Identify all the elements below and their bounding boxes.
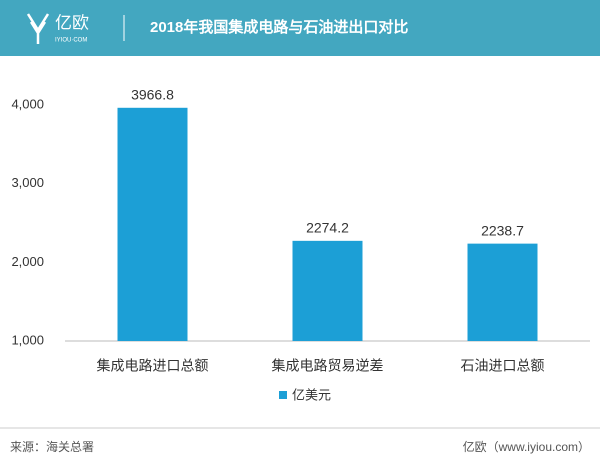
footer-source: 来源：海关总署 [10, 439, 94, 454]
x-tick-label: 集成电路进口总额 [97, 358, 209, 374]
data-label: 2274.2 [306, 220, 349, 236]
bar [117, 107, 188, 342]
logo-text: 亿欧 [55, 13, 89, 32]
y-tick-label: 3,000 [11, 175, 44, 190]
data-label: 2238.7 [481, 222, 524, 238]
data-label: 3966.8 [131, 86, 174, 102]
bar [467, 243, 538, 341]
x-tick-label: 石油进口总额 [461, 358, 545, 374]
footer-brand: 亿欧（www.iyiou.com） [463, 439, 590, 454]
y-tick-label: 2,000 [11, 254, 44, 269]
logo-sub: IYIOU·COM [55, 38, 87, 44]
chart-title: 2018年我国集成电路与石油进出口对比 [150, 18, 408, 36]
y-tick-label: 4,000 [11, 97, 44, 112]
x-tick-label: 集成电路贸易逆差 [272, 358, 384, 374]
logo-icon [26, 13, 50, 44]
bar [292, 240, 363, 341]
legend-swatch [279, 391, 287, 399]
y-tick-label: 1,000 [11, 332, 44, 347]
header-band [0, 0, 600, 56]
legend-label: 亿美元 [292, 387, 331, 402]
